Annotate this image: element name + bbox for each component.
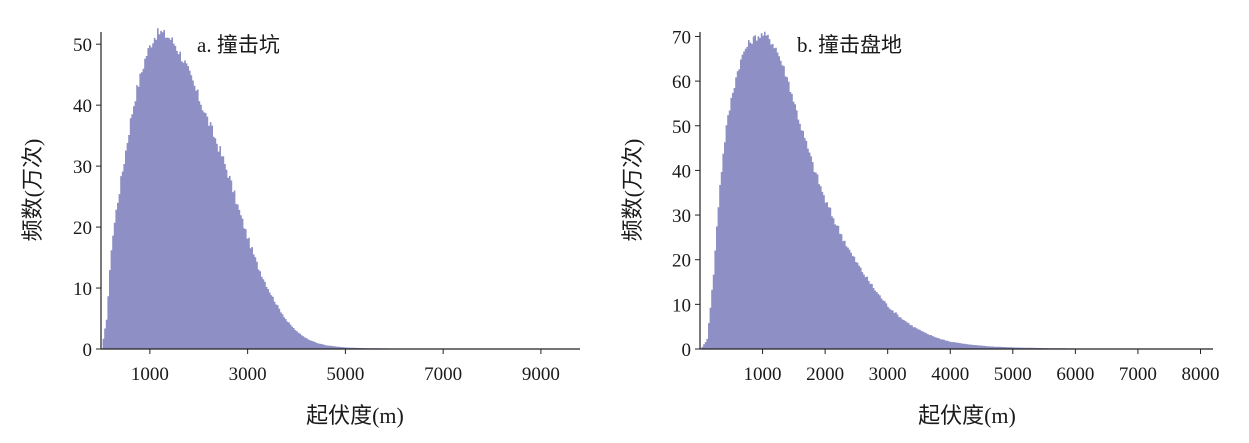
y-tick-label: 50 xyxy=(73,35,92,56)
histogram-area-b xyxy=(700,31,1214,350)
x-tick-label: 3000 xyxy=(229,364,267,385)
y-tick-label: 30 xyxy=(73,157,92,178)
y-tick-label: 0 xyxy=(83,340,93,361)
x-tick-label: 7000 xyxy=(1119,364,1157,385)
y-tick-label: 40 xyxy=(73,96,92,117)
y-tick-label: 10 xyxy=(73,279,92,300)
x-tick-label: 9000 xyxy=(522,364,560,385)
x-axis-title-b: 起伏度(m) xyxy=(918,403,1016,428)
panel-title-a: a. 撞击坑 xyxy=(197,33,280,57)
x-tick-label: 8000 xyxy=(1181,364,1219,385)
y-tick-label: 70 xyxy=(672,27,691,48)
y-tick-label: 10 xyxy=(672,295,691,316)
y-axis-b: 0 10 20 30 40 50 60 70 xyxy=(672,27,700,361)
x-axis-a: 1000 3000 5000 7000 9000 xyxy=(131,349,560,385)
x-tick-label: 1000 xyxy=(744,364,782,385)
x-axis-b: 1000 2000 3000 4000 5000 6000 7000 8000 xyxy=(744,349,1219,385)
histogram-area-a xyxy=(101,28,581,349)
y-tick-label: 40 xyxy=(672,161,691,182)
chart-panel-b: 0 10 20 30 40 50 60 70 1000 2000 3000 4000 5000 6000… xyxy=(620,27,1219,428)
y-axis-title-b: 频数(万次) xyxy=(620,139,645,242)
x-tick-label: 5000 xyxy=(994,364,1032,385)
y-tick-label: 20 xyxy=(73,218,92,239)
y-axis-a: 0 10 20 30 40 50 xyxy=(73,35,101,361)
y-tick-label: 60 xyxy=(672,72,691,93)
x-tick-label: 3000 xyxy=(869,364,907,385)
panel-title-b: b. 撞击盘地 xyxy=(797,33,902,57)
y-tick-label: 50 xyxy=(672,117,691,138)
x-tick-label: 6000 xyxy=(1056,364,1094,385)
x-tick-label: 4000 xyxy=(931,364,969,385)
x-tick-label: 1000 xyxy=(131,364,169,385)
y-tick-label: 0 xyxy=(682,340,692,361)
y-tick-label: 30 xyxy=(672,206,691,227)
x-tick-label: 7000 xyxy=(424,364,462,385)
x-axis-title-a: 起伏度(m) xyxy=(306,403,404,428)
y-tick-label: 20 xyxy=(672,251,691,272)
x-tick-label: 2000 xyxy=(806,364,844,385)
x-tick-label: 5000 xyxy=(326,364,364,385)
y-axis-title-a: 频数(万次) xyxy=(20,139,45,242)
